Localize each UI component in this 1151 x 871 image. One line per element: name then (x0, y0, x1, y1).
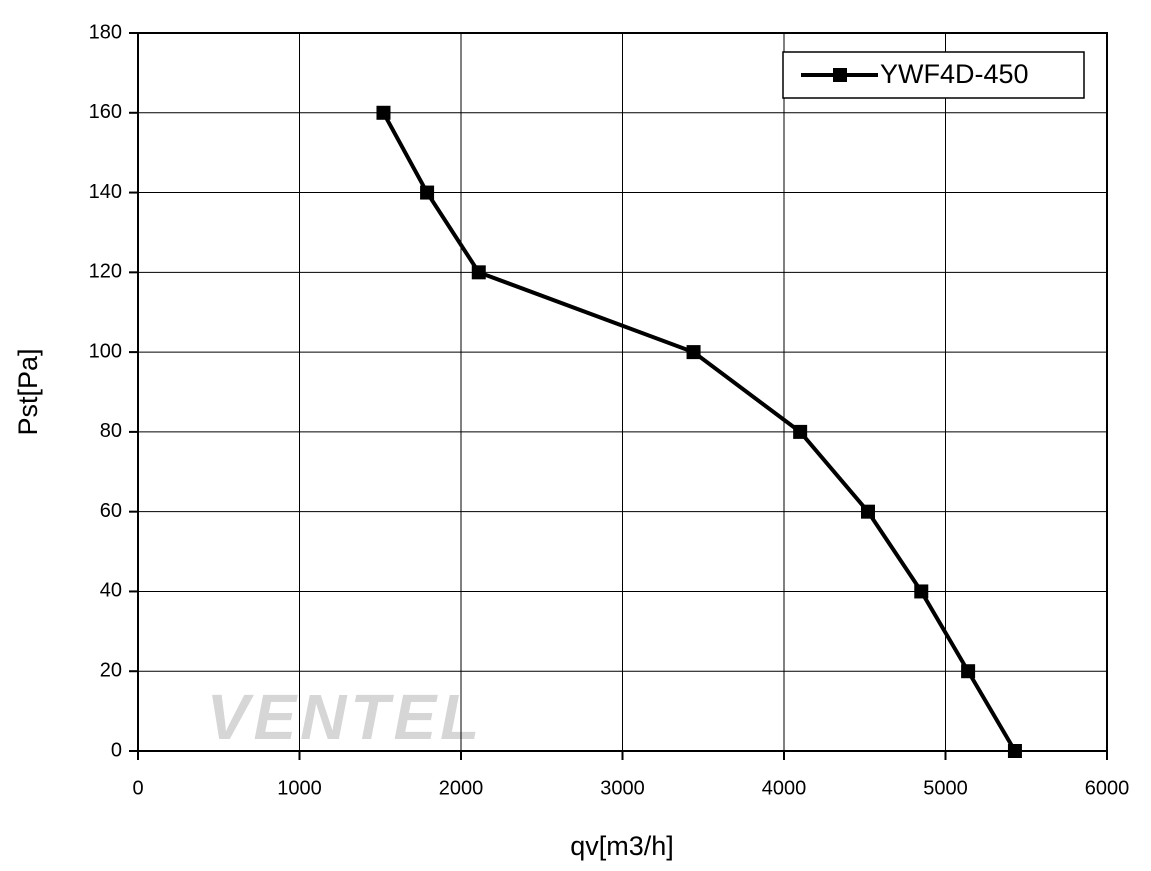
y-tick-label: 0 (111, 739, 122, 761)
y-tick-label: 40 (100, 580, 122, 602)
data-point (471, 265, 486, 280)
watermark: VENTEL (207, 681, 483, 753)
x-tick-label: 0 (132, 777, 143, 799)
data-point (793, 424, 808, 439)
data-point (961, 664, 976, 679)
plot-frame (137, 32, 1108, 752)
legend-label: YWF4D-450 (880, 59, 1029, 89)
x-tick-label: 3000 (600, 777, 645, 799)
y-tick-label: 180 (89, 21, 122, 43)
y-tick-label: 160 (89, 101, 122, 123)
data-point (1007, 744, 1022, 758)
y-tick-label: 140 (89, 181, 122, 203)
y-tick-label: 120 (89, 261, 122, 283)
y-tick-label: 60 (100, 500, 122, 522)
data-point (420, 185, 435, 200)
x-tick-label: 6000 (1085, 777, 1130, 799)
x-axis-title: qv[m3/h] (570, 831, 674, 861)
x-tick-label: 2000 (439, 777, 484, 799)
data-point (860, 504, 875, 519)
y-axis-title: Pst[Pa] (13, 348, 43, 435)
x-tick-label: 1000 (277, 777, 322, 799)
y-tick-label: 20 (100, 660, 122, 682)
data-point (914, 584, 929, 599)
y-tick-label: 80 (100, 420, 122, 442)
legend-marker (833, 68, 847, 82)
y-tick-label: 100 (89, 340, 122, 362)
data-point (686, 345, 701, 360)
data-point (376, 105, 391, 120)
x-tick-label: 4000 (762, 777, 807, 799)
x-tick-label: 5000 (923, 777, 968, 799)
